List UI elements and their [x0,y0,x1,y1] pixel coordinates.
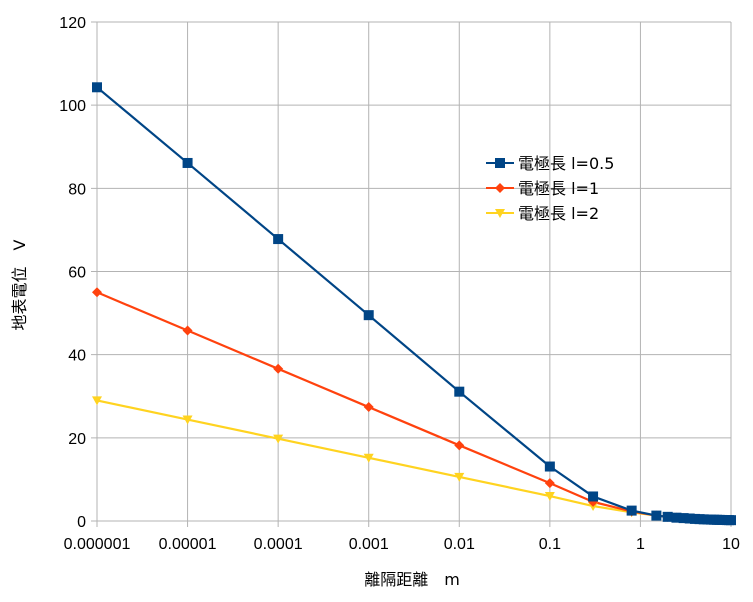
series-line-3 [96,399,732,522]
data-point [662,511,673,522]
data-point [273,363,284,374]
legend-marker [495,183,505,193]
data-point [273,234,284,245]
series-line-1 [96,86,732,522]
tick-labels: 0 20 40 60 80 100 120 0.000001 0.00001 0.0001 0.00… [59,15,740,553]
data-point [182,325,193,336]
data-point [651,510,662,521]
data-point [182,157,193,168]
y-tick-label: 60 [68,265,86,282]
legend-entry-1: 電極長 l=0.5 [486,154,614,173]
data-point [363,402,374,413]
x-tick-label: 0.00001 [159,536,217,553]
y-tick-label: 0 [77,514,86,531]
y-tick-label: 40 [68,348,86,365]
y-tick-label: 20 [68,431,86,448]
series-markers [92,82,736,526]
data-point [454,472,465,482]
x-tick-label: 1 [636,536,645,553]
legend-label: 電極長 l=2 [518,204,599,223]
gridlines [91,21,732,527]
data-point [92,396,102,406]
legend-entry-3: 電極長 l=2 [486,204,599,223]
legend-entry-2: 電極長 l=1 [486,179,599,198]
data-point [363,453,374,463]
x-tick-label: 0.000001 [64,536,131,553]
data-point [671,512,682,523]
x-tick-label: 0.0001 [254,536,303,553]
data-point [363,310,374,321]
data-point [92,287,102,298]
legend-marker [495,158,505,168]
x-axis-title: 離隔距離 m [364,570,460,589]
x-tick-label: 0.1 [539,536,561,553]
data-point [92,82,102,93]
data-point [544,492,555,502]
legend-label: 電極長 l=1 [518,179,599,198]
x-tick-label: 0.001 [349,536,389,553]
data-point [544,478,555,489]
series-lines [96,86,732,522]
data-point [454,386,465,397]
data-point [182,415,193,425]
data-point [626,505,637,516]
data-point [678,513,689,524]
y-tick-label: 100 [59,98,86,115]
y-axis-title: 地表電位 V [10,239,29,330]
legend: 電極長 l=0.5 電極長 l=1 電極長 l=2 [486,154,614,223]
y-tick-label: 80 [68,181,86,198]
legend-label: 電極長 l=0.5 [518,154,614,173]
data-point [726,515,736,526]
data-point [454,440,465,451]
data-point [273,434,284,444]
y-tick-label: 120 [59,15,86,32]
x-tick-label: 10 [722,536,740,553]
axes [96,22,731,522]
x-tick-label: 0.01 [444,536,475,553]
series-line-2 [96,291,732,522]
data-point [544,461,555,472]
legend-marker [495,209,505,218]
data-point [684,513,695,524]
data-point [588,491,599,502]
